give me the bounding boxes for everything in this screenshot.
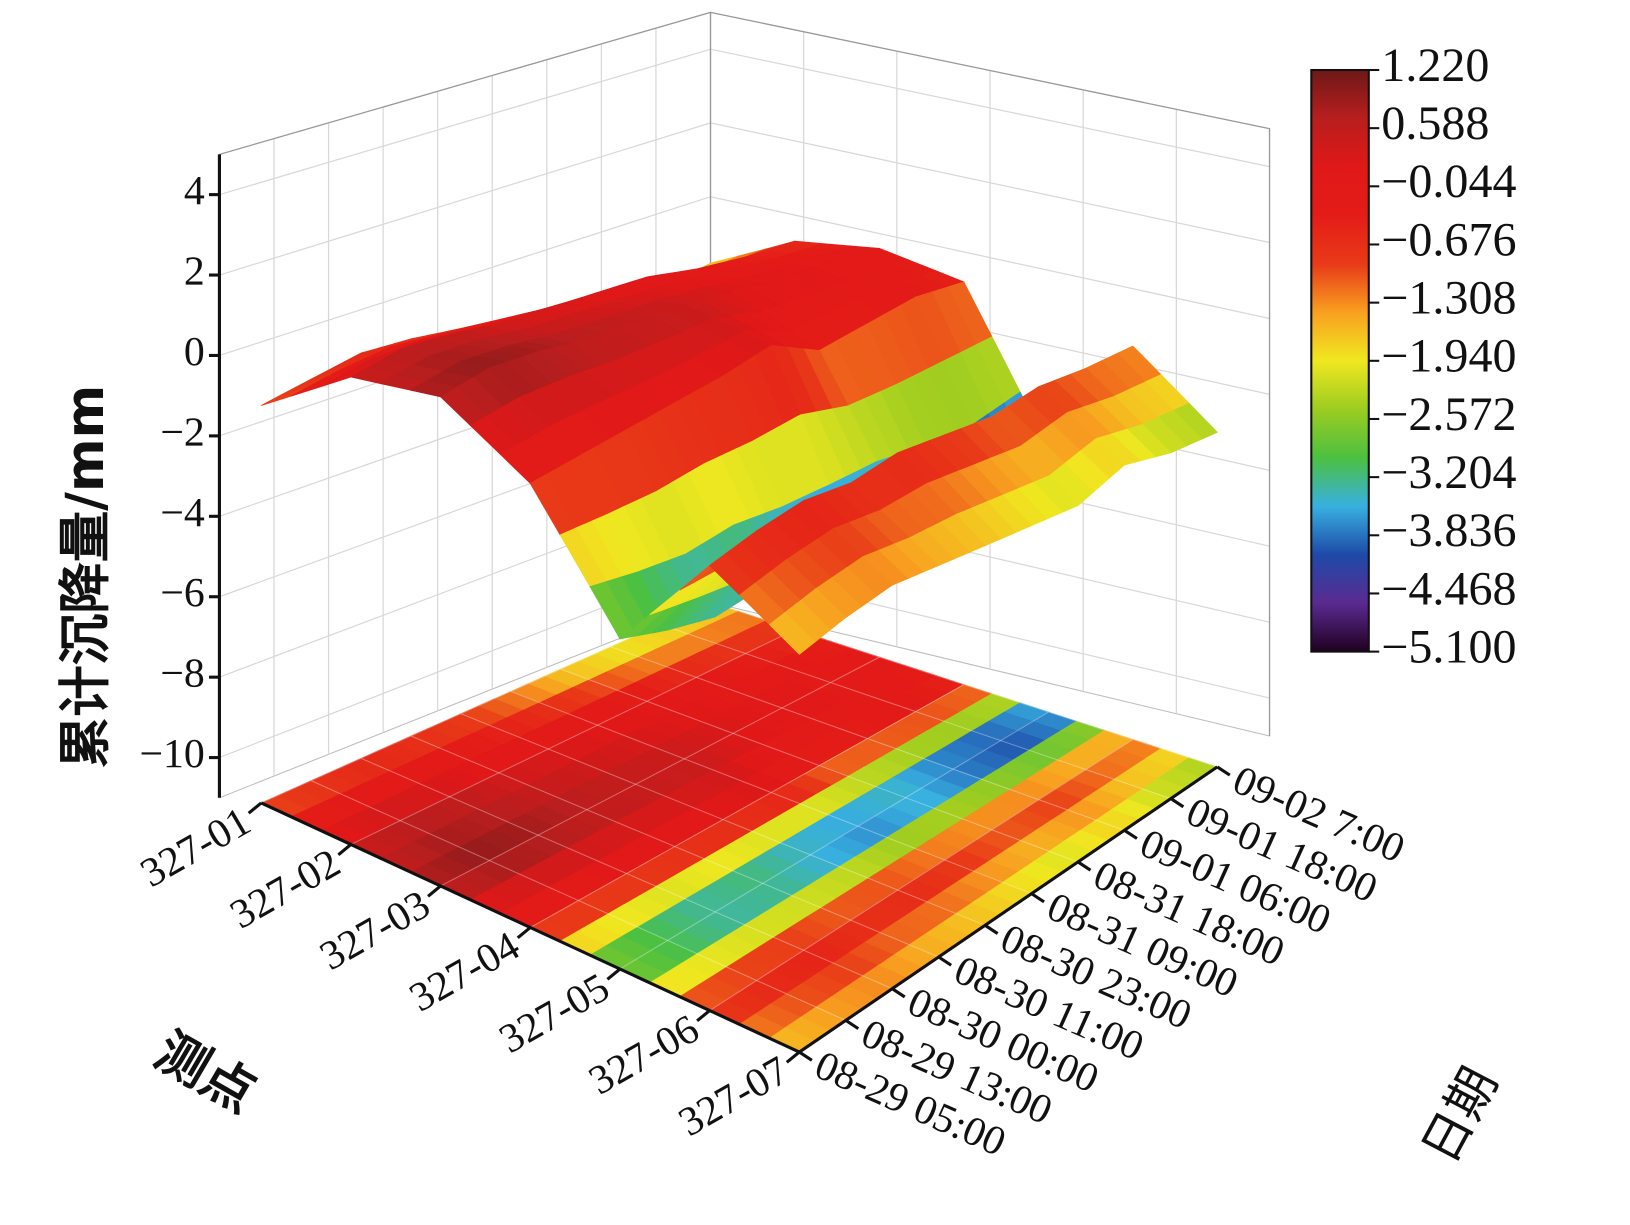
x-tick	[427, 884, 442, 898]
z-axis-title: 累计沉降量/mm	[56, 385, 116, 768]
y-tick	[891, 987, 906, 999]
colorbar-tick-label: −3.836	[1381, 504, 1516, 557]
floor-grid-line	[350, 629, 796, 845]
colorbar-tick-label: −2.572	[1381, 388, 1516, 441]
x-tick-label: 327-05	[491, 964, 617, 1062]
floor-grid-line	[619, 711, 1049, 970]
x-tick	[606, 967, 621, 981]
colorbar-tick-label: −1.308	[1381, 272, 1516, 325]
colorbar-tick-label: −4.468	[1381, 563, 1516, 616]
floor	[260, 601, 1219, 1053]
surface-patch	[768, 611, 816, 655]
x-tick-label: 327-04	[401, 922, 527, 1020]
y-tick	[1077, 860, 1092, 872]
floor-grid-line	[709, 739, 1134, 1011]
z-tick-label: −6	[160, 569, 204, 615]
floor-grid-line	[610, 646, 1125, 831]
x-tick	[696, 1009, 711, 1023]
box-edge	[219, 11, 1271, 737]
floor-grid-line	[530, 684, 965, 928]
x-tick	[516, 926, 532, 939]
colorbar-tick-label: 1.220	[1381, 39, 1489, 92]
y-tick	[1216, 765, 1231, 777]
y-tick	[1030, 892, 1045, 904]
z-tick-label: 2	[184, 248, 205, 294]
floor-grid-line	[560, 668, 1079, 863]
z-tick-label: −8	[160, 650, 204, 696]
colorbar-tick-label: 0.588	[1381, 97, 1489, 150]
y-tick	[937, 955, 953, 967]
colorbar-tick-label: −0.044	[1381, 156, 1516, 209]
floor-grid-line	[460, 713, 986, 926]
x-tick-label: 327-03	[312, 881, 438, 979]
floor-grid-line	[310, 780, 846, 1021]
x-tick-label: 327-07	[670, 1047, 796, 1145]
x-tick-label: 327-01	[132, 798, 258, 896]
surface	[261, 240, 1218, 655]
x-tick-label: 327-06	[581, 1005, 707, 1103]
y-axis-title: 日期	[1410, 1058, 1509, 1172]
y-tick	[984, 924, 999, 935]
colorbar-tick-label: −1.940	[1381, 330, 1516, 383]
colorbar-tick-label: −5.100	[1381, 621, 1516, 674]
y-tick	[798, 1050, 813, 1062]
colorbar-tick-label: −3.204	[1381, 446, 1516, 499]
floor-grid-line	[410, 735, 939, 958]
x-tick	[247, 801, 263, 815]
y-tick	[844, 1019, 860, 1030]
floor-grid-line	[440, 656, 880, 887]
axes: −10−8−6−4−2024327-01327-02327-03327-0432…	[132, 39, 1516, 1164]
z-tick-label: −2	[160, 409, 204, 455]
x-tick-label: 327-02	[222, 839, 348, 937]
z-tick-label: 4	[184, 167, 205, 213]
x-tick	[337, 843, 352, 856]
x-axis-title: 测点	[145, 1022, 266, 1125]
y-tick	[1123, 828, 1138, 840]
colorbar	[1310, 68, 1370, 653]
z-tick-label: −10	[139, 730, 204, 776]
z-tick-label: 0	[184, 328, 205, 374]
floor-grid-line	[360, 757, 893, 990]
y-axis	[798, 765, 1219, 1054]
colorbar-tick-label: −0.676	[1381, 214, 1516, 267]
y-tick	[1169, 797, 1185, 809]
z-tick-label: −4	[160, 489, 205, 535]
x-tick	[785, 1050, 801, 1064]
floor-grid-line	[510, 690, 1032, 895]
floor-grid-line	[660, 624, 1172, 800]
